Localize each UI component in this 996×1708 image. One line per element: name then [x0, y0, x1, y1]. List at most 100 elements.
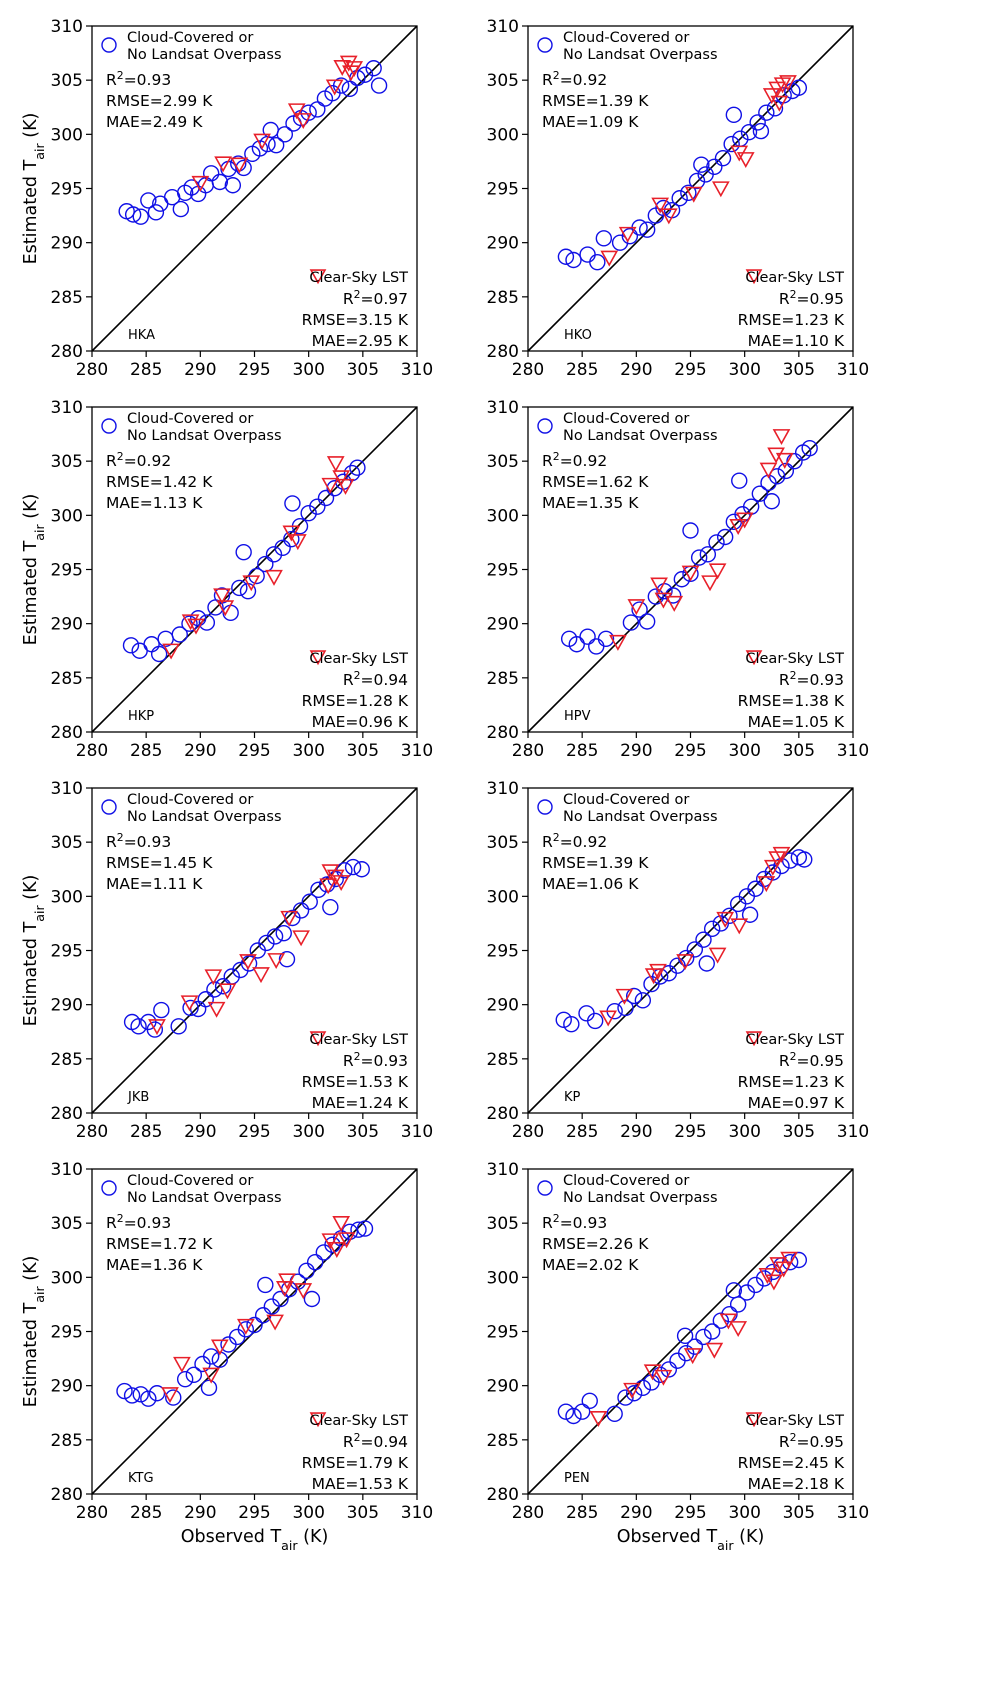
cloud-point [703, 920, 721, 938]
y-tick-label: 295 [487, 1323, 519, 1343]
cloud-point [246, 1316, 263, 1334]
cloud-point [278, 950, 296, 968]
cloud-point [322, 898, 339, 916]
cloud-r2: R2=0.93 [106, 69, 171, 90]
cloud-mae: MAE=1.06 K [542, 875, 639, 893]
cloud-point [595, 230, 613, 247]
clear-point [708, 563, 727, 580]
cloud-point [292, 902, 310, 919]
cloud-point [265, 546, 283, 563]
x-tick-label: 305 [783, 741, 815, 761]
y-tick-label: 300 [487, 125, 519, 145]
y-tick-label: 300 [51, 125, 83, 145]
clear-point [325, 79, 344, 96]
cloud-point [758, 104, 775, 121]
cloud-point [698, 955, 715, 972]
clear-point [173, 1356, 191, 1373]
clear-point [253, 133, 271, 150]
station-label: KTG [128, 1471, 154, 1486]
legend-circle-label: Cloud-Covered or [563, 411, 689, 427]
cloud-r2: R2=0.93 [106, 1212, 171, 1233]
clear-r2: R2=0.95 [779, 288, 844, 309]
cloud-point [664, 587, 682, 604]
x-tick-label: 290 [184, 1503, 216, 1523]
cloud-r2: R2=0.92 [542, 450, 607, 471]
cloud-point [283, 530, 300, 548]
cloud-point [578, 1005, 595, 1022]
cloud-point [309, 101, 326, 118]
cloud-point [568, 636, 585, 653]
legend-circle-label-2: No Landsat Overpass [563, 47, 718, 63]
cloud-point [232, 961, 249, 979]
cloud-point [317, 489, 335, 507]
panel-pen: 280 285 290 295 300 305 310 280 285 290 295 300 305 3… [487, 1160, 870, 1553]
y-tick-label: 290 [487, 615, 519, 635]
cloud-point [690, 549, 708, 566]
cloud-point [749, 114, 766, 131]
cloud-point [306, 1253, 324, 1271]
clear-point [615, 988, 634, 1005]
clear-point [767, 447, 785, 464]
cloud-point [777, 462, 795, 480]
x-tick-label: 280 [76, 360, 108, 380]
cloud-point [349, 459, 366, 476]
cloud-point [565, 251, 582, 269]
clear-point [716, 911, 735, 928]
y-tick-label: 310 [51, 398, 83, 418]
cloud-point [579, 628, 596, 645]
x-tick-label: 290 [184, 360, 216, 380]
cloud-point [563, 1015, 580, 1033]
cloud-point [725, 1282, 743, 1299]
clear-point [729, 1321, 748, 1338]
legend-circle-label-2: No Landsat Overpass [563, 809, 718, 825]
cloud-point [699, 546, 717, 563]
cloud-point [747, 880, 764, 897]
legend-circle-label: Cloud-Covered or [127, 792, 253, 808]
clear-point [326, 869, 345, 886]
legend-circle-label-2: No Landsat Overpass [563, 1190, 718, 1206]
cloud-point [170, 1018, 187, 1035]
x-tick-label: 295 [674, 1503, 706, 1523]
clear-r2: R2=0.94 [343, 1431, 408, 1452]
cloud-point [124, 206, 142, 223]
x-tick-label: 295 [238, 360, 270, 380]
cloud-point [686, 941, 704, 958]
clear-point [701, 575, 719, 592]
cloud-point [171, 626, 188, 643]
clear-mae: MAE=1.10 K [748, 332, 845, 350]
x-tick-label: 280 [76, 741, 108, 761]
clear-rmse: RMSE=3.15 K [302, 311, 409, 329]
clear-point [204, 969, 223, 986]
station-label: KP [564, 1090, 581, 1105]
clear-mae: MAE=1.05 K [748, 713, 845, 731]
y-tick-label: 305 [51, 452, 83, 472]
clear-mae: MAE=0.97 K [748, 1094, 845, 1112]
cloud-r2: R2=0.92 [542, 831, 607, 852]
clear-point [332, 875, 351, 892]
cloud-point [763, 493, 780, 510]
clear-point [711, 181, 730, 198]
y-tick-label: 290 [51, 615, 83, 635]
clear-point [180, 995, 199, 1012]
y-tick-label: 310 [487, 779, 519, 799]
clear-point [779, 75, 797, 92]
cloud-point [257, 1276, 274, 1294]
cloud-point [581, 1392, 598, 1410]
legend-triangle-marker [745, 1031, 763, 1047]
clear-point [162, 643, 180, 660]
cloud-point [262, 121, 279, 139]
cloud-point [344, 858, 362, 876]
clear-point [252, 967, 270, 984]
y-tick-label: 290 [487, 234, 519, 254]
y-tick-label: 305 [51, 833, 83, 853]
clear-point [287, 103, 306, 120]
panel-ktg: 280 285 290 295 300 305 310 280 285 290 295 300 305 3… [21, 1160, 433, 1553]
clear-point [618, 226, 637, 243]
x-tick-label: 310 [837, 1122, 869, 1142]
clear-r2: R2=0.93 [779, 669, 844, 690]
cloud-point [676, 1327, 694, 1345]
cloud-point [276, 126, 294, 143]
legend-circle-marker [537, 799, 553, 815]
clear-point [161, 1387, 179, 1404]
